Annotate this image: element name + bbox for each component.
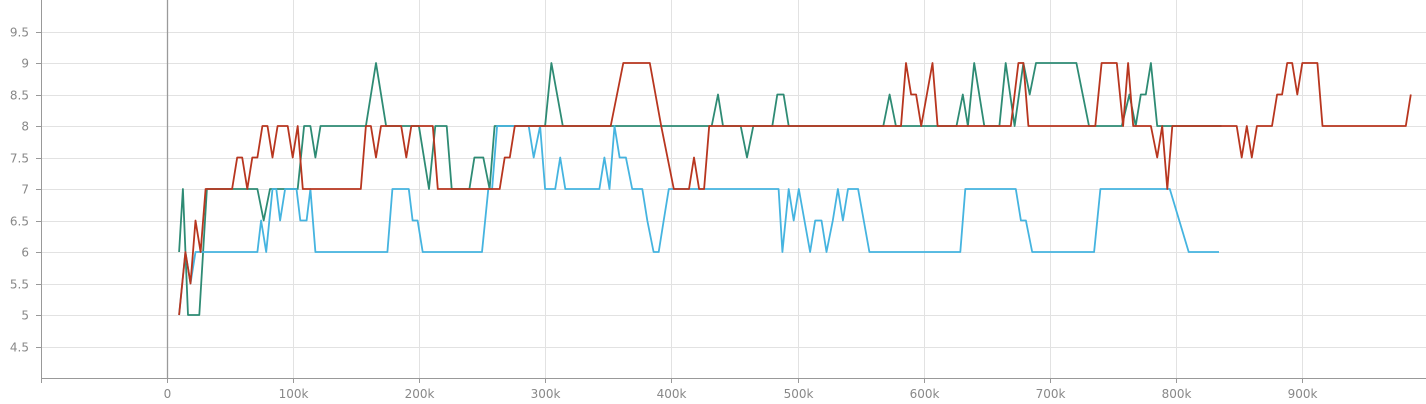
y-tick-label: 5 (21, 309, 29, 323)
x-tick-label: 100k (279, 387, 309, 400)
x-tick-label: 400k (657, 387, 687, 400)
y-tick-label: 7.5 (10, 152, 29, 166)
x-tick-label: 900k (1288, 387, 1318, 400)
x-tick-label: 600k (910, 387, 940, 400)
y-tick-label: 4.5 (10, 341, 29, 355)
x-tick-label: 300k (531, 387, 561, 400)
y-tick-label: 8 (21, 120, 29, 134)
series-layer (178, 62, 1412, 316)
y-tick-label: 6.5 (10, 215, 29, 229)
y-tick-label: 8.5 (10, 89, 29, 103)
x-tick-label: 0 (164, 387, 172, 400)
y-tick-label: 9 (21, 57, 29, 71)
x-tick-label: 800k (1162, 387, 1192, 400)
series-red-line (178, 62, 1412, 316)
y-tick-label: 7 (21, 183, 29, 197)
y-tick-label: 9.5 (10, 26, 29, 40)
tick-label-layer: 4.5 5 5.5 6 6.5 7 7.5 8 8.5 9 9.5 0 100k 200k 300k 400k… (10, 26, 1318, 402)
axis-layer (36, 0, 1426, 383)
x-tick-label: 700k (1036, 387, 1066, 400)
x-tick-label: 200k (405, 387, 435, 400)
x-tick-label: 500k (784, 387, 814, 400)
y-tick-label: 5.5 (10, 278, 29, 292)
y-tick-label: 6 (21, 246, 29, 260)
series-blue-line (178, 125, 1219, 316)
